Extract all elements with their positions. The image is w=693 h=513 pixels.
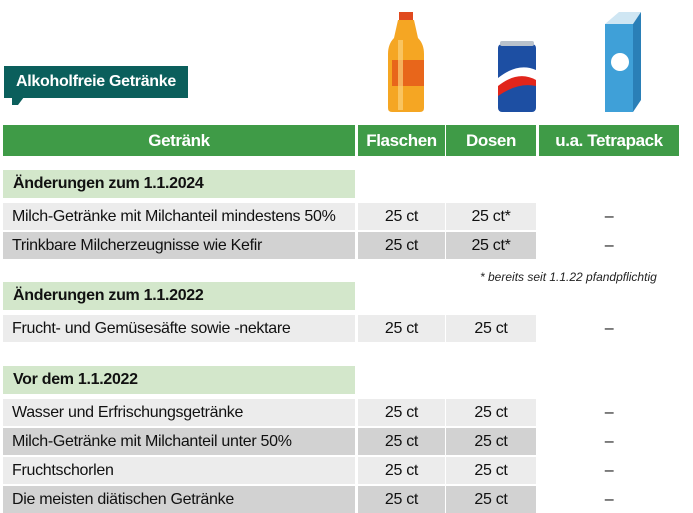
price-cell: 25 ct* (446, 203, 536, 230)
carton-icon (605, 12, 641, 112)
row-label: Milch-Getränke mit Milchanteil unter 50% (3, 428, 355, 455)
table-row: Milch-Getränke mit Milchanteil unter 50%… (3, 428, 678, 455)
can-icon (498, 41, 536, 112)
section-title: Vor dem 1.1.2022 (3, 366, 355, 394)
price-cell: – (539, 428, 679, 455)
price-cell: 25 ct (446, 428, 536, 455)
price-cell: 25 ct (446, 315, 536, 342)
row-label: Milch-Getränke mit Milchanteil mindesten… (3, 203, 355, 230)
price-cell: 25 ct* (446, 232, 536, 259)
column-header: Flaschen (358, 125, 445, 156)
price-cell: 25 ct (358, 203, 445, 230)
price-cell: – (539, 203, 679, 230)
price-cell: 25 ct (358, 399, 445, 426)
price-cell: – (539, 457, 679, 484)
column-header: Dosen (446, 125, 536, 156)
row-label: Trinkbare Milcherzeugnisse wie Kefir (3, 232, 355, 259)
column-header: Getränk (3, 125, 355, 156)
price-cell: – (539, 232, 679, 259)
section-title: Änderungen zum 1.1.2022 (3, 282, 355, 310)
row-label: Wasser und Erfrischungsgetränke (3, 399, 355, 426)
section-title: Änderungen zum 1.1.2024 (3, 170, 355, 198)
price-cell: 25 ct (358, 315, 445, 342)
page-body: {"badge": "Alkoholfreie Getränke", "head… (0, 0, 693, 507)
page: Alkoholfreie Getränke html, body { margi… (0, 0, 693, 507)
footnote: * bereits seit 1.1.22 pfandpflichtig (480, 270, 657, 284)
price-cell: 25 ct (358, 457, 445, 484)
row-label: Die meisten diätischen Getränke (3, 486, 355, 513)
price-cell: 25 ct (446, 399, 536, 426)
row-label: Fruchtschorlen (3, 457, 355, 484)
bottle-icon (388, 12, 424, 112)
price-cell: – (539, 399, 679, 426)
price-cell: 25 ct (358, 232, 445, 259)
row-label: Frucht- und Gemüsesäfte sowie -nektare (3, 315, 355, 342)
price-cell: 25 ct (446, 457, 536, 484)
price-cell: 25 ct (358, 486, 445, 513)
price-cell: 25 ct (446, 486, 536, 513)
column-header: u.a. Tetrapack (539, 125, 679, 156)
price-cell: – (539, 315, 679, 342)
price-cell: – (539, 486, 679, 513)
icons (0, 0, 693, 125)
table-row: Milch-Getränke mit Milchanteil mindesten… (3, 203, 678, 230)
price-cell: 25 ct (358, 428, 445, 455)
